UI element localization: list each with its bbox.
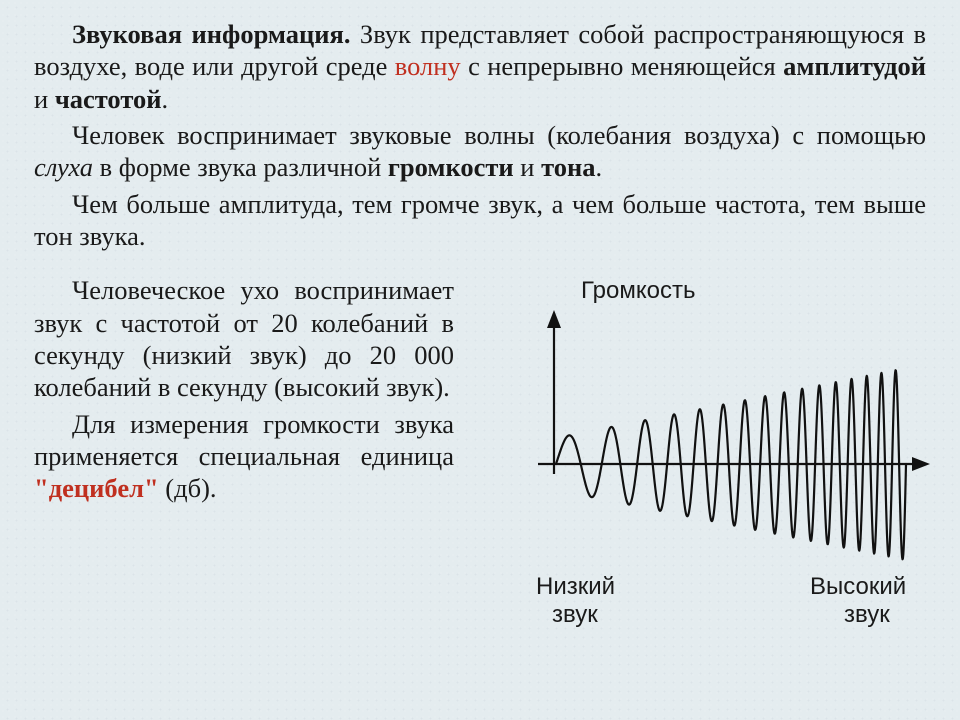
x-axis-arrow (912, 457, 930, 471)
p1-text-b: с непрерывно меняющейся (461, 51, 783, 81)
p1-text-c: и (34, 84, 55, 114)
paragraph-4: Человеческое ухо воспринимает звук с час… (34, 274, 454, 403)
p2-end: . (596, 152, 603, 182)
lower-columns: Человеческое ухо воспринимает звук с час… (34, 274, 926, 634)
p5-text-b: (дб). (159, 473, 217, 503)
p1-end: . (162, 84, 169, 114)
label-high-2: звук (844, 601, 890, 628)
p5-bold-accent: "децибел" (34, 473, 159, 503)
p2-text-a: Человек воспринимает звуковые волны (кол… (72, 120, 926, 150)
p2-text-b: в форме звука различной (93, 152, 388, 182)
paragraph-5: Для измерения громкости звука применяетс… (34, 408, 454, 505)
p5-text-a: Для измерения громкости звука применяетс… (34, 409, 454, 471)
paragraph-3: Чем больше амплитуда, тем громче звук, а… (34, 188, 926, 253)
y-axis-arrow (547, 310, 561, 328)
loudness-chart: Громкость Низкий звук Высокий звук (476, 274, 936, 634)
left-column: Человеческое ухо воспринимает звук с час… (34, 274, 454, 634)
p2-italic: слуха (34, 152, 93, 182)
label-low-2: звук (552, 601, 598, 628)
p2-bold-2: тона (541, 152, 595, 182)
paragraph-1: Звуковая информация. Звук представляет с… (34, 18, 926, 115)
title-bold: Звуковая информация. (72, 19, 351, 49)
p1-bold-1: амплитудой (783, 51, 926, 81)
page-root: Звуковая информация. Звук представляет с… (0, 0, 960, 720)
chart-title: Громкость (581, 277, 695, 304)
p1-accent-word: волну (395, 51, 461, 81)
p1-bold-2: частотой (55, 84, 162, 114)
p2-text-c: и (514, 152, 541, 182)
paragraph-2: Человек воспринимает звуковые волны (кол… (34, 119, 926, 184)
right-column-chart: Громкость Низкий звук Высокий звук (476, 274, 936, 634)
p2-bold-1: громкости (388, 152, 514, 182)
label-high-1: Высокий (810, 573, 906, 600)
label-low-1: Низкий (536, 573, 615, 600)
